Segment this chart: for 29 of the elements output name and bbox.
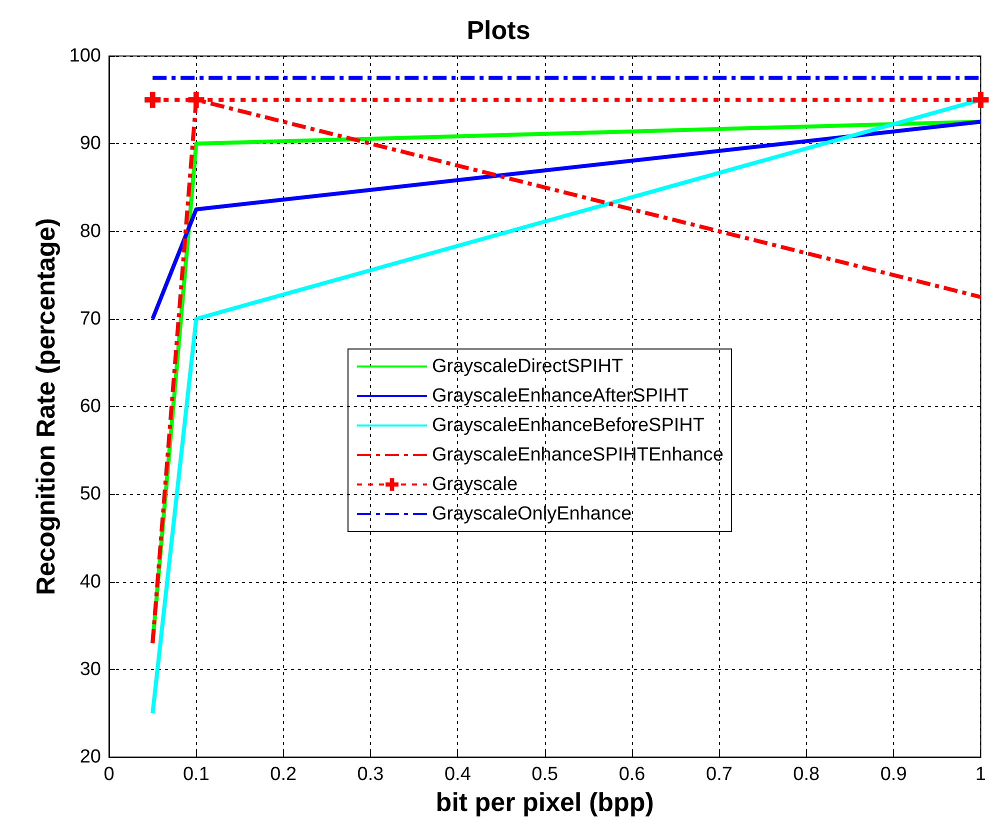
y-tick-label: 80 bbox=[80, 220, 101, 242]
x-tick-label: 0.4 bbox=[444, 764, 472, 786]
y-tick-label: 70 bbox=[80, 308, 101, 330]
chart-title: Plots bbox=[466, 15, 530, 45]
y-axis-title: Recognition Rate (percentage) bbox=[30, 218, 60, 596]
legend-label: GrayscaleDirectSPIHT bbox=[432, 356, 624, 377]
x-tick-label: 0.7 bbox=[706, 764, 732, 786]
legend-label: GrayscaleEnhanceBeforeSPIHT bbox=[432, 415, 705, 436]
x-tick-label: 0.2 bbox=[270, 764, 297, 786]
x-axis-title: bit per pixel (bpp) bbox=[436, 787, 654, 817]
y-tick-label: 90 bbox=[80, 133, 101, 154]
x-tick-label: 0.9 bbox=[880, 764, 907, 786]
x-tick-label: 0.8 bbox=[793, 764, 820, 786]
y-tick-label: 40 bbox=[80, 571, 101, 592]
y-tick-label: 60 bbox=[80, 396, 101, 418]
y-tick-label: 50 bbox=[80, 484, 101, 505]
legend-label: GrayscaleEnhanceAfterSPIHT bbox=[432, 386, 690, 406]
y-tick-label: 30 bbox=[80, 658, 101, 680]
x-tick-label: 0.3 bbox=[357, 764, 384, 786]
x-tick-label: 0.6 bbox=[618, 764, 646, 786]
legend-label: Grayscale bbox=[432, 474, 518, 495]
y-tick-label: 20 bbox=[80, 746, 101, 768]
y-tick-label: 100 bbox=[69, 46, 101, 66]
legend-label: GrayscaleOnlyEnhance bbox=[432, 504, 632, 524]
x-tick-label: 0 bbox=[104, 764, 114, 786]
x-tick-label: 0.1 bbox=[182, 764, 210, 786]
x-tick-label: 0.5 bbox=[532, 764, 558, 786]
legend-label: GrayscaleEnhanceSPIHTEnhance bbox=[432, 444, 724, 466]
x-tick-label: 1 bbox=[975, 764, 986, 786]
